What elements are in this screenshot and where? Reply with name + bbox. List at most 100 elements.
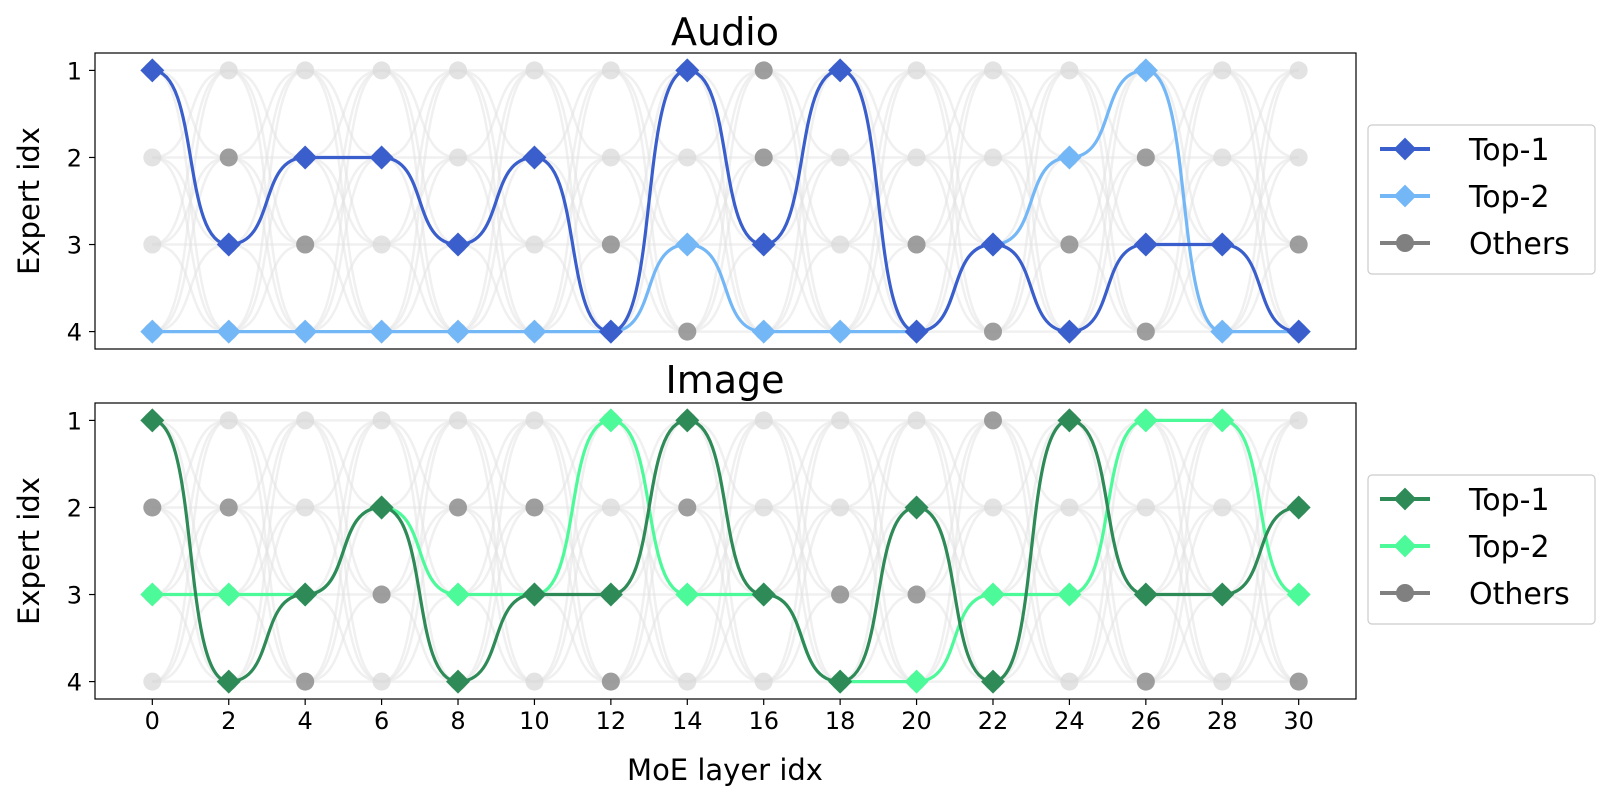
- background-route: [840, 243, 917, 333]
- x-tick-label: 2: [221, 707, 236, 735]
- background-route: [839, 419, 917, 596]
- background-route: [381, 69, 459, 246]
- background-route: [534, 69, 612, 246]
- background-route: [992, 419, 1070, 596]
- expert-point-other: [754, 61, 773, 80]
- image-panel: Image 1 2 3 4 Expert idx Top-1 Top-2 Others: [12, 358, 1596, 700]
- background-route: [457, 243, 535, 333]
- y-tick-label: 2: [67, 494, 82, 522]
- background-route: [305, 506, 382, 683]
- top1-route-segment: [992, 418, 1070, 684]
- top2-marker: [1133, 58, 1158, 83]
- top2-route-segment: [534, 418, 612, 597]
- background-route: [916, 69, 994, 246]
- expert-point-other: [1289, 672, 1308, 691]
- top2-route-segment: [1069, 68, 1146, 160]
- expert-point-faint: [1213, 148, 1232, 167]
- top1-marker: [216, 669, 241, 694]
- expert-point-other: [1136, 148, 1155, 167]
- top2-marker: [446, 582, 471, 607]
- background-route: [763, 506, 841, 683]
- legend-label-top2: Top-2: [1468, 180, 1550, 215]
- expert-point-faint: [983, 61, 1002, 80]
- background-route: [1145, 69, 1223, 159]
- expert-point-faint: [143, 672, 162, 691]
- expert-point-faint: [1289, 61, 1308, 80]
- background-route: [1222, 593, 1299, 683]
- background-route: [839, 69, 917, 246]
- background-route: [228, 419, 306, 509]
- expert-point-other: [678, 498, 697, 517]
- legend-box: [1367, 124, 1596, 275]
- background-route: [457, 69, 535, 159]
- top1-marker: [293, 145, 318, 170]
- background-route: [1145, 69, 1223, 246]
- background-route: [152, 243, 229, 333]
- top2-route-segment: [1222, 418, 1299, 597]
- background-route: [305, 419, 382, 509]
- top1-marker: [140, 408, 165, 433]
- top1-marker: [828, 669, 853, 694]
- expert-point-other: [1060, 235, 1079, 254]
- expert-point-faint: [296, 61, 315, 80]
- y-axis-label: Expert idx: [12, 127, 46, 275]
- expert-point-other: [296, 235, 315, 254]
- background-route: [610, 69, 688, 246]
- x-tick-label: 18: [825, 707, 856, 735]
- background-route: [916, 156, 994, 333]
- background-route: [305, 243, 382, 333]
- top2-route-segment: [610, 242, 688, 334]
- background-route: [381, 419, 459, 509]
- panel-title: Image: [665, 358, 784, 402]
- x-tick-label: 12: [596, 707, 627, 735]
- expert-point-faint: [1289, 411, 1308, 430]
- expert-point-faint: [983, 148, 1002, 167]
- top1-route-segment: [687, 68, 764, 247]
- expert-point-faint: [525, 235, 544, 254]
- background-route: [1069, 506, 1146, 683]
- expert-point-other: [1136, 672, 1155, 691]
- expert-point-faint: [831, 498, 850, 517]
- expert-point-faint: [1213, 498, 1232, 517]
- top1-marker: [369, 145, 394, 170]
- background-route: [534, 419, 612, 683]
- top2-marker: [1286, 582, 1311, 607]
- background-route: [763, 243, 841, 333]
- legend-marker-top2: [1393, 534, 1417, 558]
- top1-marker: [293, 582, 318, 607]
- top2-marker: [598, 408, 623, 433]
- background-route: [992, 419, 1070, 509]
- top1-marker: [675, 58, 700, 83]
- background-route: [839, 156, 917, 333]
- top1-route-segment: [381, 155, 459, 247]
- expert-point-faint: [678, 148, 697, 167]
- top2-marker: [980, 582, 1005, 607]
- x-tick-label: 8: [450, 707, 465, 735]
- background-route: [228, 69, 306, 159]
- expert-point-faint: [525, 411, 544, 430]
- expert-point-faint: [372, 235, 391, 254]
- top1-marker: [446, 669, 471, 694]
- background-route: [992, 156, 1070, 333]
- expert-point-faint: [219, 411, 238, 430]
- legend-label-top1: Top-1: [1468, 483, 1550, 518]
- background-route: [228, 419, 306, 683]
- top2-marker: [369, 319, 394, 344]
- expert-point-faint: [1136, 498, 1155, 517]
- top2-marker: [1133, 408, 1158, 433]
- expert-point-faint: [601, 148, 620, 167]
- background-route: [228, 243, 306, 333]
- top2-marker: [1210, 408, 1235, 433]
- background-route: [610, 419, 688, 509]
- expert-point-faint: [754, 672, 773, 691]
- legend-marker-others: [1396, 584, 1414, 602]
- top1-marker: [598, 582, 623, 607]
- background-route: [1222, 156, 1299, 333]
- expert-point-faint: [831, 235, 850, 254]
- background-route: [534, 419, 611, 509]
- background-route: [152, 69, 229, 333]
- top2-marker: [828, 319, 853, 344]
- expert-point-other: [601, 672, 620, 691]
- top1-route-segment: [534, 155, 612, 334]
